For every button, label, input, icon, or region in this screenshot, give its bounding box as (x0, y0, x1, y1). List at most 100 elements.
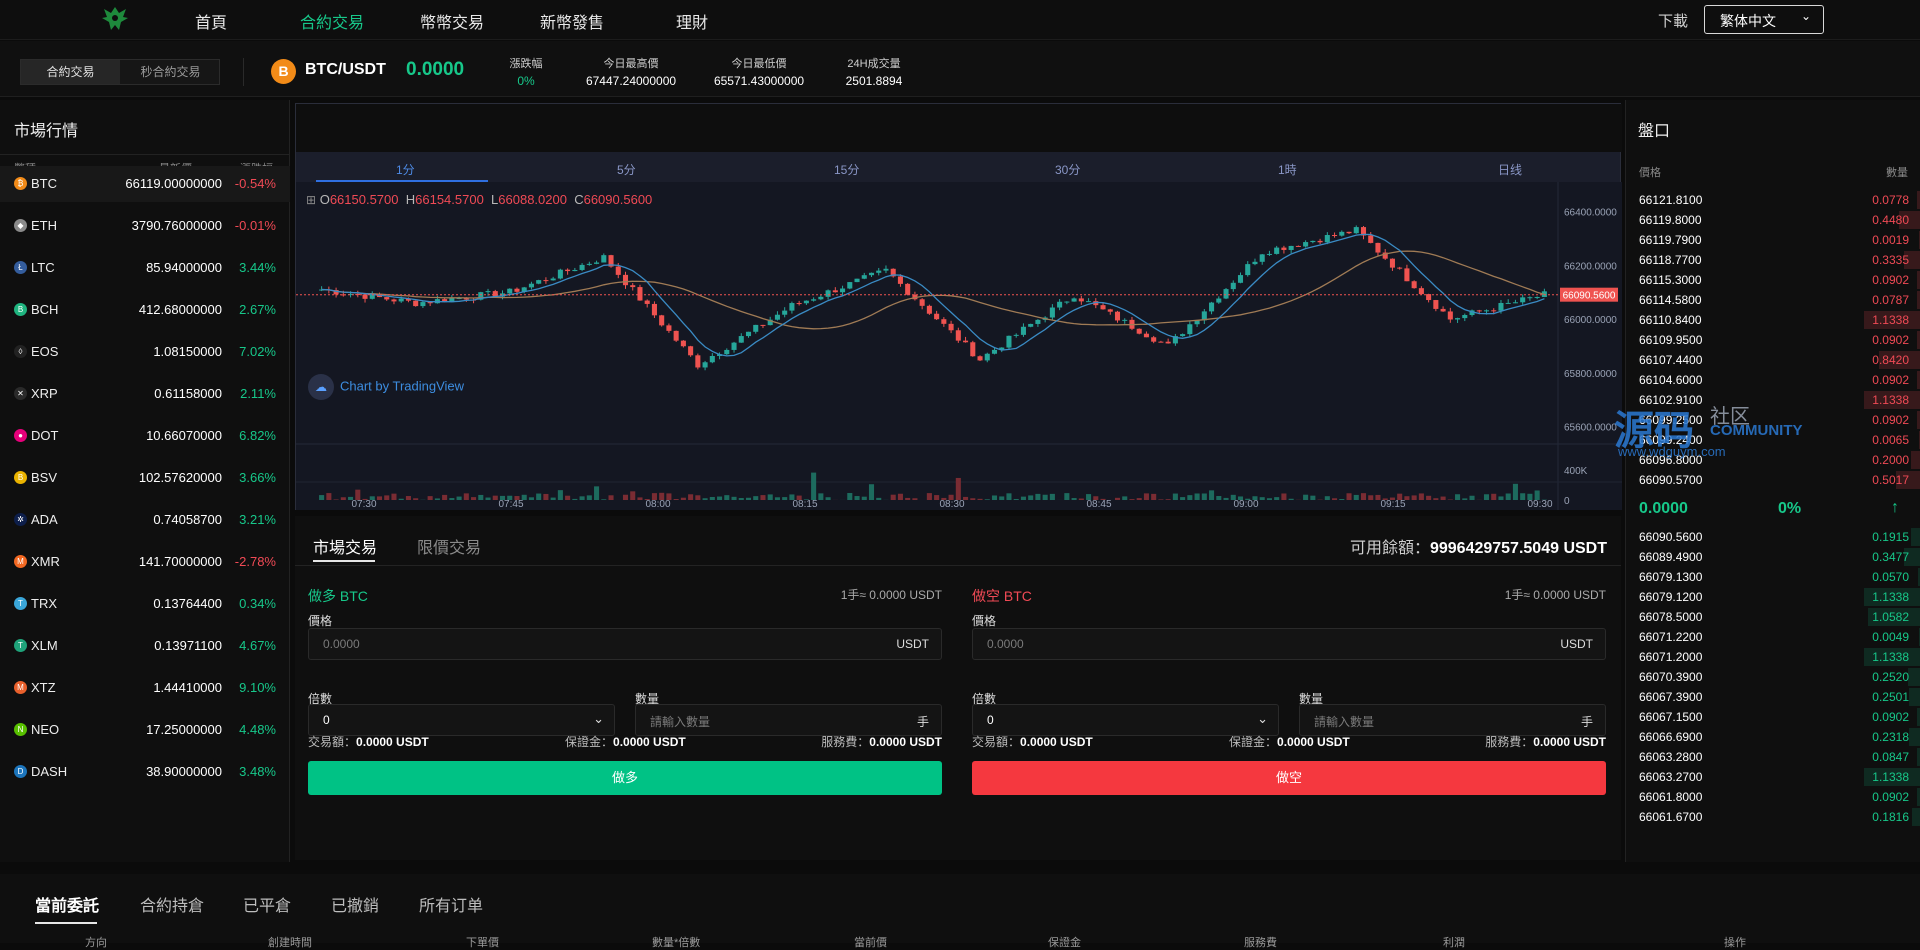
candle-body (630, 285, 635, 287)
candle-body (920, 299, 925, 306)
candle-body (731, 343, 736, 350)
tab-all-orders[interactable]: 所有订单 (419, 892, 483, 916)
candle-body (616, 267, 621, 275)
coin-price: 0.13764400 (153, 596, 222, 611)
volume-bar (485, 498, 490, 500)
nav-home[interactable]: 首頁 (195, 9, 227, 33)
coin-icon: B (14, 471, 27, 484)
tab-1hour[interactable]: 1時 (1278, 161, 1297, 178)
candle-body (818, 297, 823, 299)
book-qty: 0.1915 (1872, 530, 1909, 544)
logo-icon[interactable] (98, 3, 132, 35)
candle-body (1028, 324, 1033, 327)
tab-cancelled[interactable]: 已撤銷 (331, 892, 379, 916)
short-qty-input[interactable]: 請輸入數量 手 (1299, 704, 1606, 736)
tab-limit-order[interactable]: 限價交易 (417, 534, 481, 558)
coin-change: 9.10% (239, 680, 276, 695)
tab-second-futures[interactable]: 秒合約交易 (121, 60, 220, 84)
stat-change: 漲跌幅 0% (500, 55, 552, 88)
tab-futures[interactable]: 合約交易 (21, 60, 120, 84)
candle-body (637, 287, 642, 300)
book-price: 66071.2000 (1639, 650, 1702, 664)
nav-spot[interactable]: 幣幣交易 (420, 9, 484, 33)
language-select[interactable]: 繁体中文 ⌄ (1704, 5, 1824, 34)
pair-name[interactable]: BTC/USDT (305, 61, 386, 79)
download-link[interactable]: 下載 (1658, 10, 1688, 31)
volume-bar (775, 497, 780, 500)
tab-1min[interactable]: 1分 (396, 161, 415, 178)
tab-closed[interactable]: 已平倉 (243, 892, 291, 916)
long-price-input[interactable]: 0.0000 USDT (308, 628, 942, 660)
tab-market-order[interactable]: 市場交易 (313, 534, 377, 558)
tab-positions[interactable]: 合約持倉 (140, 892, 204, 916)
volume-bar (1137, 498, 1142, 500)
short-leverage-select[interactable]: 0 ⌄ (972, 704, 1279, 736)
tab-1day[interactable]: 日线 (1498, 161, 1522, 178)
tab-5min[interactable]: 5分 (617, 161, 636, 178)
candle-body (876, 271, 881, 273)
tab-15min[interactable]: 15分 (834, 161, 859, 178)
long-leverage-select[interactable]: 0 ⌄ (308, 704, 615, 736)
top-navbar: 首頁 合約交易 幣幣交易 新幣發售 理財 下載 繁体中文 ⌄ (0, 0, 1920, 40)
expand-icon[interactable]: ⊞ (306, 193, 316, 207)
tradingview-badge[interactable]: ☁Chart by TradingView (308, 374, 464, 400)
candlestick-plot[interactable]: 66090.560066400.000066200.000066000.0000… (296, 182, 1622, 510)
tab-30min[interactable]: 30分 (1055, 161, 1080, 178)
tab-current-orders[interactable]: 當前委託 (35, 892, 99, 916)
coin-change: 0.34% (239, 596, 276, 611)
last-price-tag-label: 66090.5600 (1563, 291, 1616, 302)
nav-futures[interactable]: 合約交易 (300, 9, 364, 33)
short-price-input[interactable]: 0.0000 USDT (972, 628, 1606, 660)
book-price: 66078.5000 (1639, 610, 1702, 624)
book-price: 66121.8100 (1639, 193, 1702, 207)
nav-new-coin[interactable]: 新幣發售 (540, 9, 604, 33)
long-qty-input[interactable]: 請輸入數量 手 (635, 704, 942, 736)
volume-bar (760, 495, 765, 500)
nav-finance[interactable]: 理財 (676, 9, 708, 33)
long-button[interactable]: 做多 (308, 761, 942, 795)
short-button[interactable]: 做空 (972, 761, 1606, 795)
